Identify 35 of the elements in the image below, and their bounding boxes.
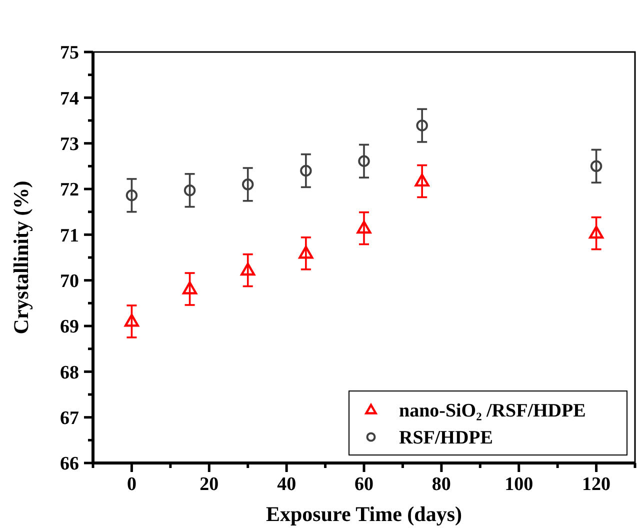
point (414, 174, 430, 187)
x-tick-label: 100 (504, 474, 534, 495)
x-tick-label: 40 (277, 474, 296, 495)
y-axis-title: Crystallinity (%) (9, 180, 33, 334)
y-tick-label: 68 (60, 362, 79, 384)
x-tick-label: 80 (432, 474, 451, 495)
point (298, 246, 314, 259)
x-tick-label: 0 (126, 474, 136, 495)
point (184, 184, 196, 196)
legend-label: nano-SiO₂ /RSF/HDPE (399, 400, 586, 422)
point (590, 160, 602, 172)
y-tick-label: 72 (60, 180, 79, 201)
point (240, 262, 256, 276)
y-tick-label: 70 (60, 270, 79, 292)
legend-label: RSF/HDPE (399, 428, 493, 449)
point (589, 226, 604, 239)
y-tick-label: 66 (60, 454, 79, 475)
point (242, 178, 254, 190)
y-tick-label: 74 (60, 88, 80, 110)
y-tick-label: 69 (60, 316, 79, 338)
x-axis-title: Exposure Time (days) (266, 502, 462, 526)
point (300, 164, 312, 177)
x-tick-label: 120 (582, 474, 611, 495)
x-tick-label: 60 (354, 474, 374, 495)
y-tick-label: 73 (60, 134, 79, 155)
y-tick-label: 75 (60, 42, 79, 64)
point (182, 281, 198, 294)
y-tick-label: 67 (60, 408, 80, 429)
x-tick-label: 20 (200, 474, 219, 495)
point (356, 220, 372, 234)
point (126, 190, 138, 202)
y-tick-label: 71 (60, 225, 79, 246)
point (358, 155, 370, 168)
point (416, 120, 428, 132)
point (124, 314, 139, 327)
